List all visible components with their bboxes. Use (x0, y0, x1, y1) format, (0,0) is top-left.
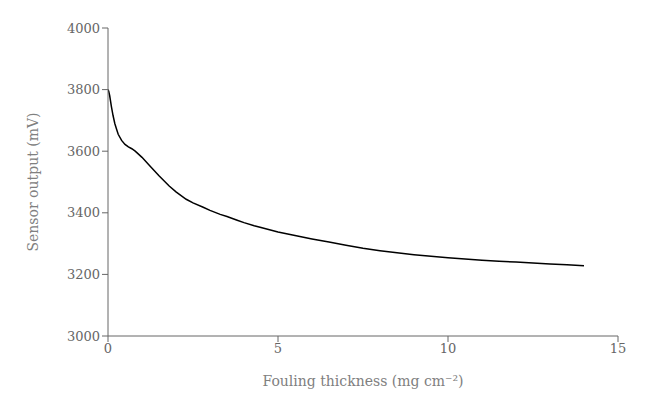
svg-text:3000: 3000 (67, 329, 100, 344)
svg-text:3800: 3800 (67, 82, 100, 97)
svg-text:Fouling thickness (mg cm⁻²): Fouling thickness (mg cm⁻²) (262, 373, 463, 389)
svg-text:4000: 4000 (67, 21, 100, 36)
svg-text:0: 0 (104, 341, 112, 356)
svg-text:Sensor output (mV): Sensor output (mV) (25, 112, 41, 251)
svg-text:3400: 3400 (67, 205, 100, 220)
svg-text:3600: 3600 (67, 144, 100, 159)
svg-text:10: 10 (440, 341, 457, 356)
svg-text:3200: 3200 (67, 267, 100, 282)
svg-text:5: 5 (274, 341, 282, 356)
svg-text:15: 15 (610, 341, 627, 356)
